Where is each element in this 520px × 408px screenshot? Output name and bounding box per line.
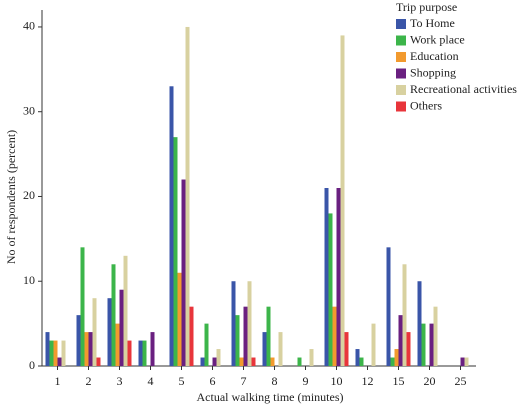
bar: [460, 357, 465, 366]
bar: [371, 323, 376, 366]
y-tick-label: 20: [23, 188, 35, 202]
x-tick-label: 4: [148, 374, 154, 388]
bar: [464, 357, 469, 366]
legend-swatch: [396, 85, 406, 95]
x-tick-label: 6: [210, 374, 216, 388]
bar: [189, 306, 194, 366]
bar: [216, 349, 221, 366]
bar: [80, 247, 85, 366]
bar: [417, 281, 422, 366]
bar: [173, 137, 178, 366]
x-tick-label: 20: [424, 374, 436, 388]
legend-title: Trip purpose: [396, 0, 457, 14]
y-tick-label: 30: [23, 103, 35, 117]
bar: [200, 357, 205, 366]
x-tick-label: 8: [272, 374, 278, 388]
bar: [402, 264, 407, 366]
x-tick-label: 12: [362, 374, 374, 388]
x-tick-label: 7: [241, 374, 247, 388]
bar: [169, 86, 174, 367]
bar: [433, 306, 438, 366]
legend-swatch: [396, 19, 406, 29]
y-axis-label: No of respondents (percent): [4, 130, 18, 264]
bar: [332, 306, 337, 366]
bar: [212, 357, 217, 366]
bar: [88, 332, 93, 366]
bar: [239, 357, 244, 366]
bar: [115, 323, 120, 366]
bar: [429, 323, 434, 366]
bar: [177, 272, 182, 366]
bar: [309, 349, 314, 366]
bar: [235, 315, 240, 366]
x-tick-label: 5: [179, 374, 185, 388]
bar: [421, 323, 426, 366]
x-tick-label: 15: [393, 374, 405, 388]
y-tick-label: 0: [29, 358, 35, 372]
bar: [57, 357, 62, 366]
bar: [76, 315, 81, 366]
legend-label: Shopping: [410, 65, 456, 79]
bar: [340, 35, 345, 367]
bar: [138, 340, 143, 366]
bar: [390, 357, 395, 366]
bar: [123, 255, 128, 366]
y-tick-label: 40: [23, 19, 35, 33]
bar: [119, 289, 124, 366]
bar: [324, 188, 329, 366]
bar: [53, 340, 58, 366]
bar: [96, 357, 101, 366]
bar: [107, 298, 112, 366]
bar: [386, 247, 391, 366]
bar: [204, 323, 209, 366]
x-tick-label: 1: [55, 374, 61, 388]
x-tick-label: 25: [455, 374, 467, 388]
legend-label: Work place: [410, 32, 465, 46]
legend-swatch: [396, 101, 406, 112]
bar: [251, 357, 256, 366]
bar: [328, 213, 333, 366]
legend-label: Recreational activities: [410, 82, 517, 96]
bar: [344, 332, 349, 366]
bar: [111, 264, 116, 366]
bar: [181, 179, 186, 366]
bar: [247, 281, 252, 366]
x-tick-label: 10: [331, 374, 343, 388]
legend-swatch: [396, 35, 406, 46]
bar: [297, 357, 302, 366]
bar: [398, 315, 403, 366]
bar: [45, 332, 50, 366]
legend-swatch: [396, 52, 406, 62]
bar: [150, 332, 155, 366]
legend-label: Education: [410, 49, 459, 63]
bar: [266, 306, 271, 366]
bar: [278, 332, 283, 366]
bar: [394, 349, 399, 366]
legend-label: To Home: [410, 16, 455, 30]
bar: [359, 357, 364, 366]
x-tick-label: 9: [303, 374, 309, 388]
bar: [49, 340, 54, 366]
y-tick-label: 10: [23, 273, 35, 287]
bar: [185, 26, 190, 366]
x-axis-label: Actual walking time (minutes): [197, 390, 344, 404]
x-tick-label: 2: [86, 374, 92, 388]
legend-swatch: [396, 68, 406, 79]
bar: [270, 357, 275, 366]
bar: [406, 332, 411, 366]
bar: [92, 298, 97, 366]
legend-label: Others: [410, 98, 442, 112]
bar: [231, 281, 236, 366]
bar: [336, 188, 341, 366]
x-tick-label: 3: [117, 374, 123, 388]
bar: [243, 306, 248, 366]
bar: [127, 340, 132, 366]
bar: [262, 332, 267, 366]
bar: [84, 332, 89, 366]
bar: [142, 340, 147, 366]
bar: [355, 349, 360, 366]
bar: [61, 340, 66, 366]
